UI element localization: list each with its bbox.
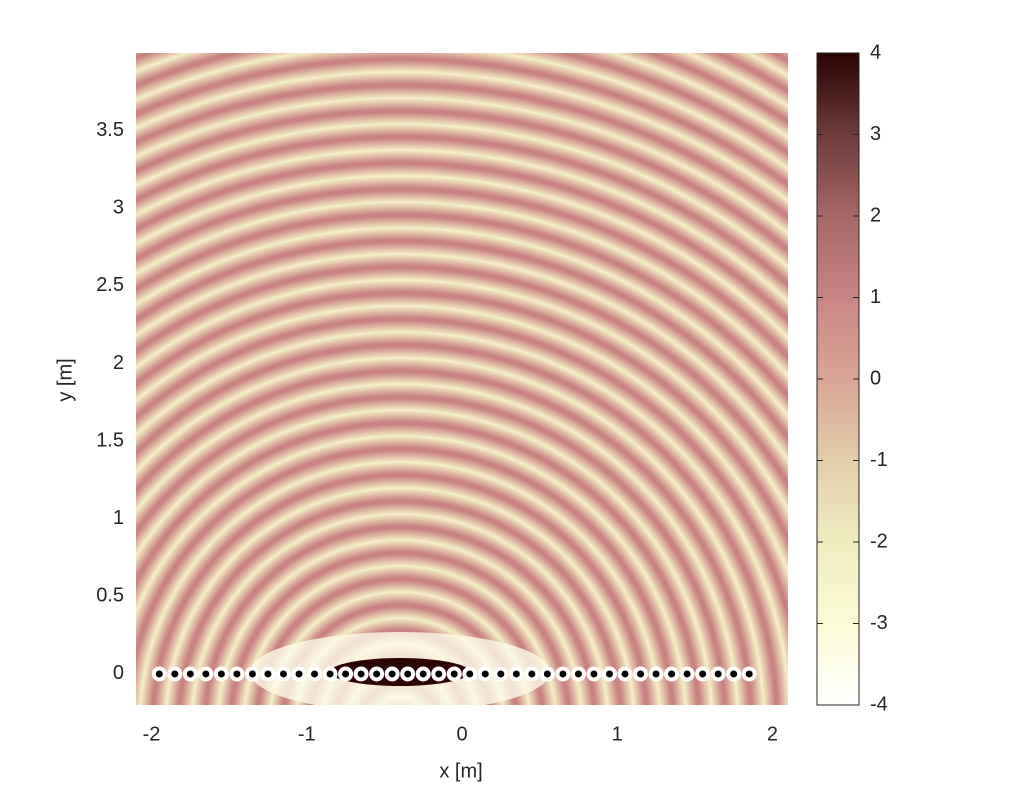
colorbar-tick-label: -4 <box>870 693 888 715</box>
source-point-center <box>419 670 427 678</box>
y-tick-label: 0 <box>113 662 124 684</box>
x-tick-label: 0 <box>456 723 467 745</box>
x-axis-label: x [m] <box>439 760 482 782</box>
source-point-center <box>543 670 551 678</box>
y-tick-label: 2.5 <box>96 274 124 296</box>
source-point-center <box>171 670 179 678</box>
sources <box>151 666 757 682</box>
colorbar-tick-label: 2 <box>870 204 881 226</box>
source-point-center <box>279 670 287 678</box>
source-point-center <box>590 670 598 678</box>
y-tick-label: 3 <box>113 197 124 219</box>
source-point-center <box>388 670 396 678</box>
source-point-center <box>559 670 567 678</box>
colorbar-tick-label: 1 <box>870 286 881 308</box>
colorbar-tick-label: 3 <box>870 123 881 145</box>
source-point-center <box>248 670 256 678</box>
y-tick-label: 0.5 <box>96 585 124 607</box>
source-point-center <box>155 670 163 678</box>
colorbar-tick-label: 0 <box>870 367 881 389</box>
source-point-center <box>217 670 225 678</box>
y-tick-label: 3.5 <box>96 119 124 141</box>
source-point-center <box>497 670 505 678</box>
source-point-center <box>233 670 241 678</box>
source-point-center <box>637 670 645 678</box>
x-tick-label: -1 <box>298 723 316 745</box>
source-point-center <box>621 670 629 678</box>
y-axis-label: y [m] <box>54 358 76 401</box>
source-point-center <box>512 670 520 678</box>
colorbar-tick-label: -3 <box>870 612 888 634</box>
x-tick-label: -2 <box>143 723 161 745</box>
source-point-center <box>668 670 676 678</box>
y-tick-label: 2 <box>113 352 124 374</box>
source-point-center <box>466 670 474 678</box>
colorbar <box>816 52 860 706</box>
source-point-center <box>714 670 722 678</box>
source-point-center <box>574 670 582 678</box>
source-point-center <box>342 670 350 678</box>
colorbar-tick-label: -2 <box>870 530 888 552</box>
source-point-center <box>435 670 443 678</box>
source-point-center <box>373 670 381 678</box>
source-point-center <box>528 670 536 678</box>
colorbar-tick-label: -1 <box>870 449 888 471</box>
source-point-center <box>295 670 303 678</box>
source-point-center <box>481 670 489 678</box>
y-tick-label: 1 <box>113 507 124 529</box>
source-point-center <box>311 670 319 678</box>
source-point-center <box>683 670 691 678</box>
source-point-center <box>605 670 613 678</box>
source-point-center <box>357 670 365 678</box>
source-point-center <box>186 670 194 678</box>
x-tick-label: 2 <box>767 723 778 745</box>
source-point-center <box>326 670 334 678</box>
source-point-center <box>730 670 738 678</box>
source-point-center <box>745 670 753 678</box>
source-point-center <box>652 670 660 678</box>
colorbar-tick-label: 4 <box>870 41 881 63</box>
source-point-center <box>404 670 412 678</box>
source-point-center <box>202 670 210 678</box>
x-tick-label: 1 <box>612 723 623 745</box>
y-tick-label: 1.5 <box>96 429 124 451</box>
field <box>136 53 788 705</box>
source-point-center <box>450 670 458 678</box>
source-point-center <box>699 670 707 678</box>
source-point-center <box>264 670 272 678</box>
